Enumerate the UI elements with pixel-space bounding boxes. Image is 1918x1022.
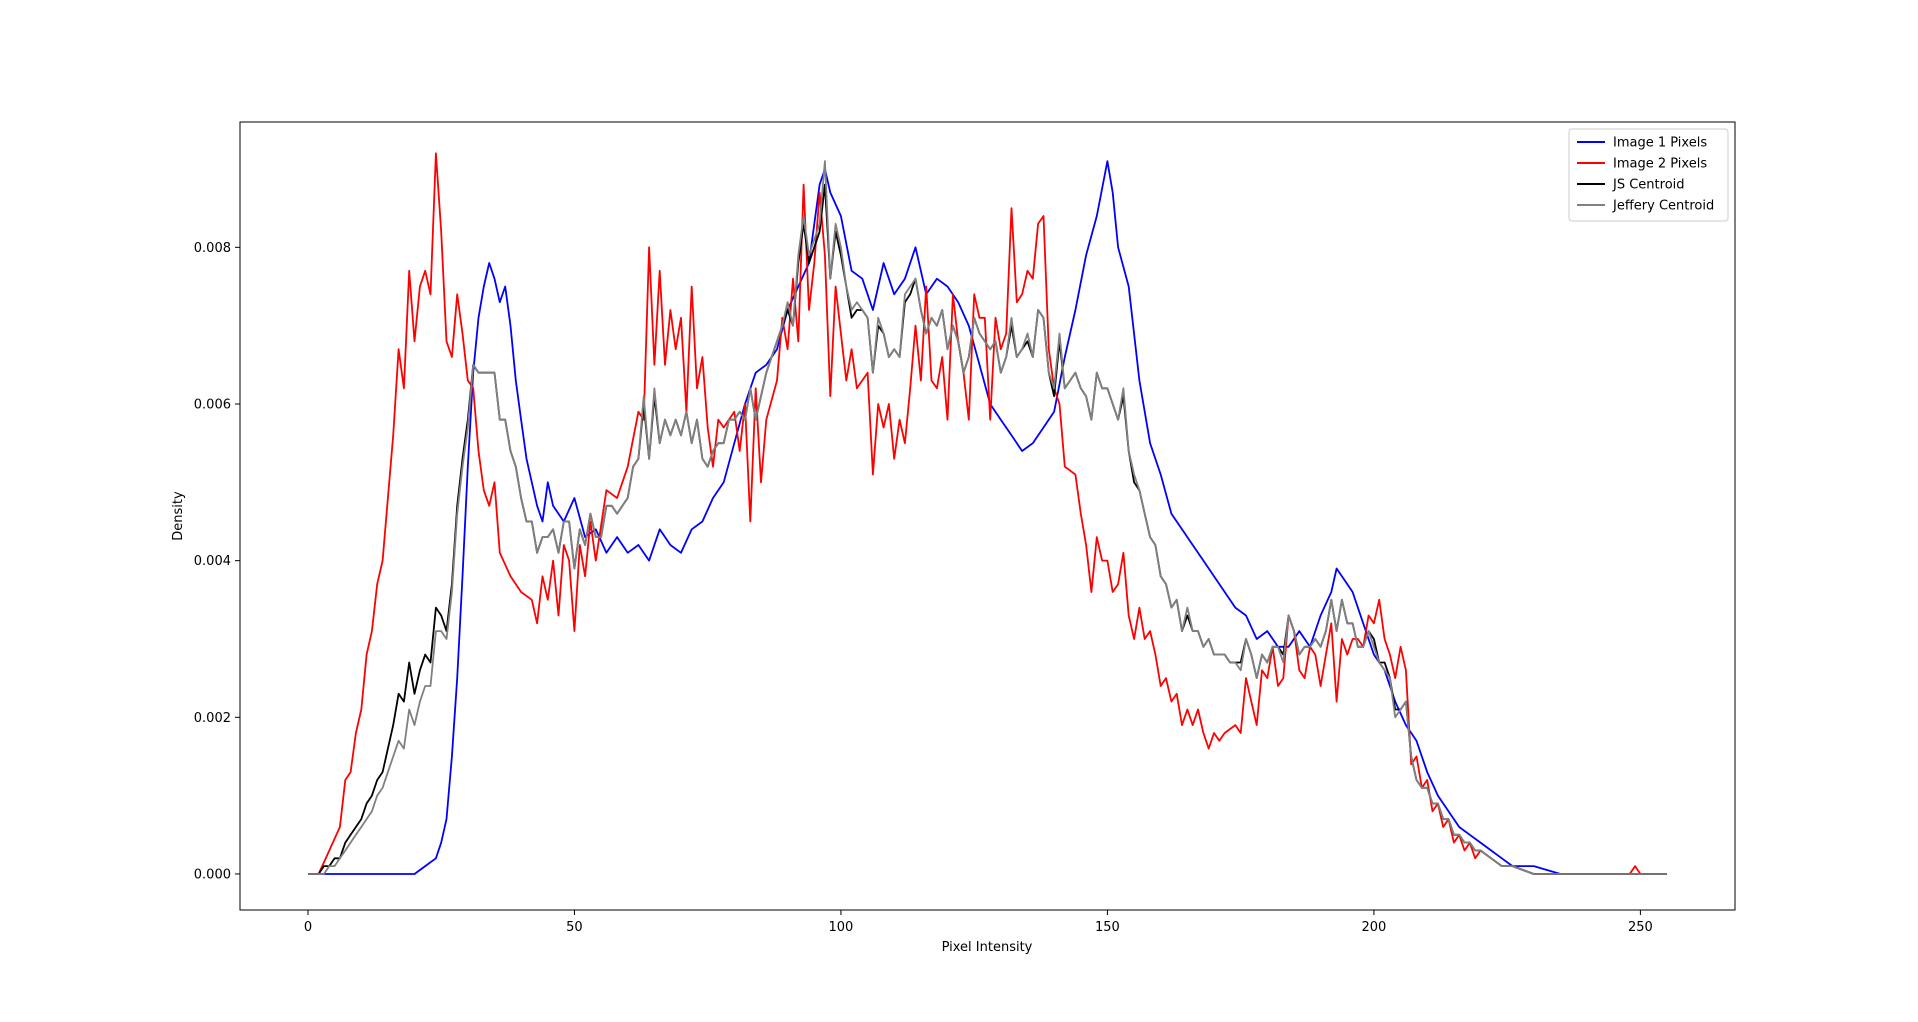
series-line-image-1-pixels (308, 160, 1667, 875)
series-layer (308, 152, 1667, 875)
legend-label: JS Centroid (1612, 178, 1685, 193)
x-tick-label: 50 (566, 920, 583, 935)
y-tick-label: 0.004 (194, 554, 231, 569)
y-axis: 0.000 0.002 0.004 0.006 0.008 (194, 241, 240, 882)
x-axis-label: Pixel Intensity (942, 940, 1033, 955)
x-axis: 0 50 100 150 200 250 (304, 910, 1653, 935)
legend-label: Image 1 Pixels (1613, 136, 1707, 151)
legend-label: Jeffery Centroid (1612, 199, 1714, 214)
y-axis-label: Density (171, 491, 186, 541)
y-tick-label: 0.008 (194, 241, 231, 256)
y-tick-label: 0.000 (194, 867, 231, 882)
plot-frame (239, 121, 1736, 911)
y-tick-label: 0.006 (194, 397, 231, 412)
x-tick-label: 150 (1095, 920, 1120, 935)
legend: Image 1 Pixels Image 2 Pixels JS Centroid J… (1568, 128, 1729, 222)
y-tick-label: 0.002 (194, 711, 231, 726)
series-line-image-2-pixels (308, 152, 1667, 875)
legend-label: Image 2 Pixels (1613, 157, 1707, 172)
series-line-jeffery-centroid (308, 160, 1667, 875)
x-tick-label: 0 (304, 920, 312, 935)
x-tick-label: 250 (1628, 920, 1653, 935)
x-tick-label: 200 (1361, 920, 1386, 935)
x-tick-label: 100 (829, 920, 854, 935)
legend-box (1568, 128, 1729, 222)
